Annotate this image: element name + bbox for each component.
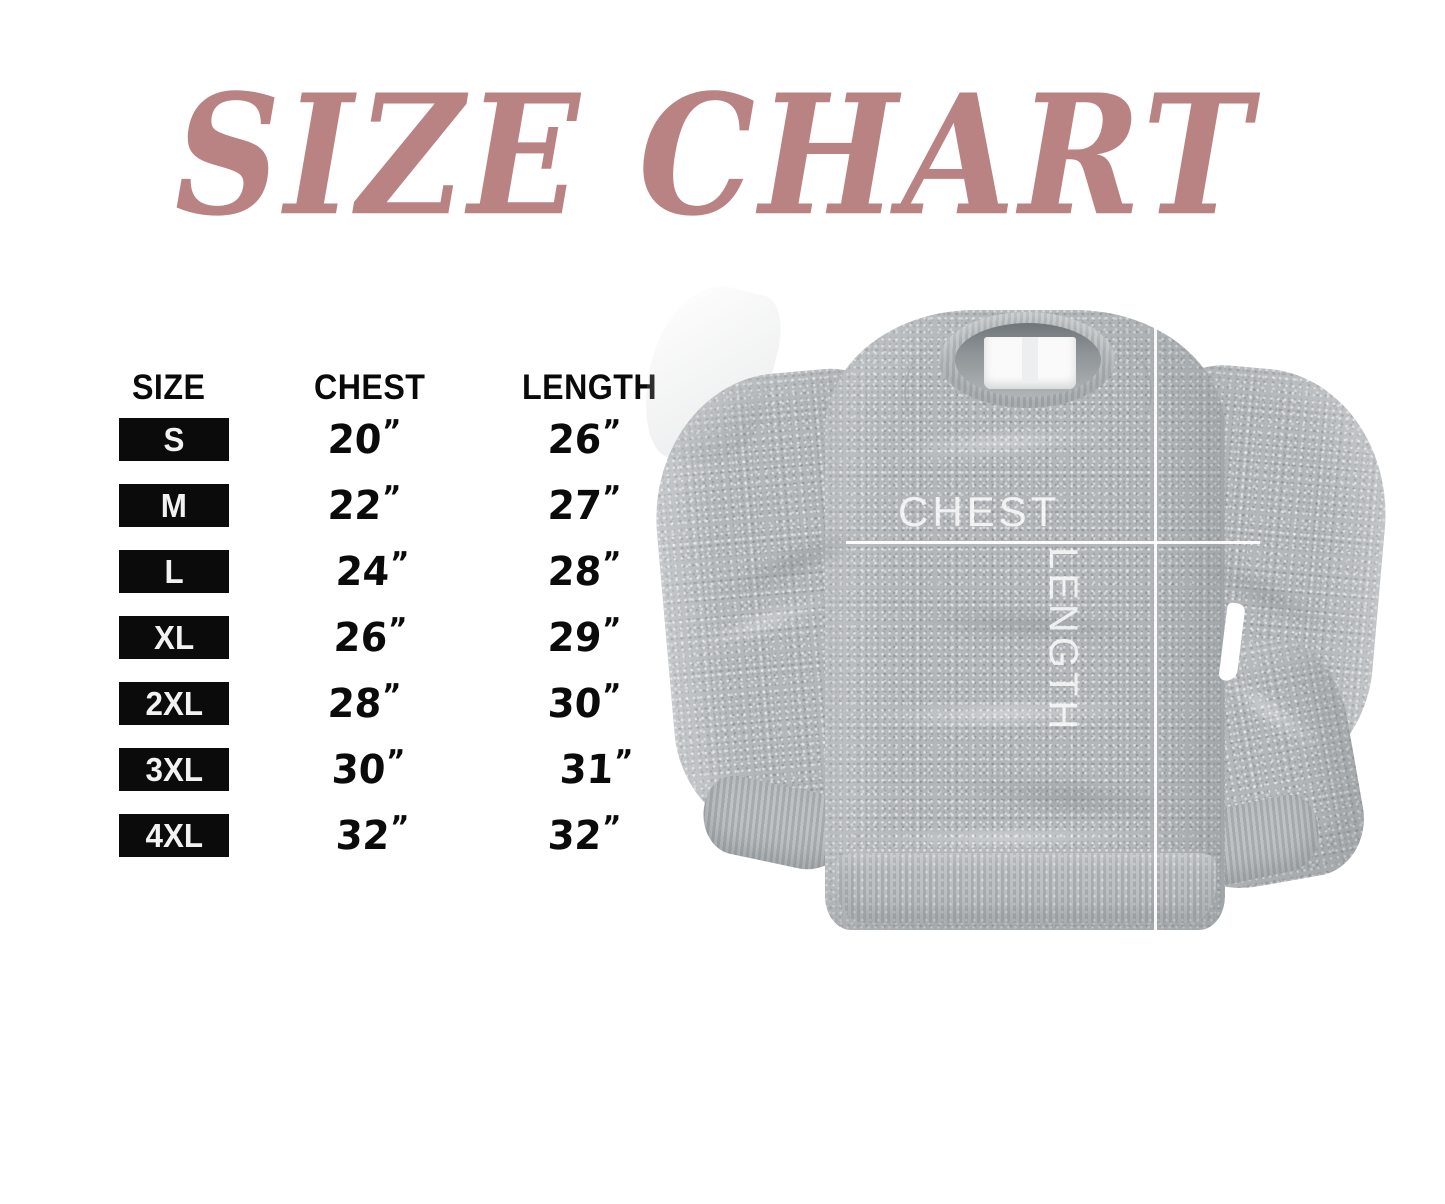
size-badge-label: S (163, 421, 185, 458)
size-badge-xl: XL (119, 616, 229, 659)
chest-value: 32” (334, 810, 409, 859)
size-badge-s: S (119, 418, 229, 461)
inch-mark: ” (380, 414, 401, 449)
table-row: 2XL 28” 30” (110, 678, 710, 748)
size-badge-label: 2XL (145, 685, 203, 722)
chest-value: 20” (326, 414, 401, 463)
inch-mark: ” (380, 480, 401, 515)
size-badge-label: M (160, 487, 188, 524)
chest-value: 22” (326, 480, 401, 529)
length-overlay-label: LENGTH (1041, 547, 1085, 734)
length-value: 31” (558, 744, 633, 793)
inch-mark: ” (600, 678, 621, 713)
inch-mark: ” (388, 546, 409, 581)
inch-mark: ” (384, 744, 405, 779)
length-value: 29” (546, 612, 621, 661)
length-value: 28” (546, 546, 621, 595)
length-value: 27” (546, 480, 621, 529)
inch-mark: ” (600, 810, 621, 845)
size-badge-4xl: 4XL (119, 814, 229, 857)
waistband-ribbing (836, 853, 1216, 923)
size-badge-label: L (164, 553, 184, 590)
size-badge-2xl: 2XL (119, 682, 229, 725)
size-badge-label: 3XL (145, 751, 203, 788)
chest-value: 24” (334, 546, 409, 595)
inch-mark: ” (600, 612, 621, 647)
size-badge-3xl: 3XL (119, 748, 229, 791)
inch-mark: ” (380, 678, 401, 713)
column-header-chest: CHEST (314, 368, 426, 407)
length-value: 32” (546, 810, 621, 859)
chest-overlay-label: CHEST (898, 488, 1061, 535)
chest-value: 26” (332, 612, 407, 661)
inch-mark: ” (600, 480, 621, 515)
table-row: 4XL 32” 32” (110, 810, 710, 880)
size-badge-m: M (119, 484, 229, 527)
inch-mark: ” (600, 546, 621, 581)
size-badge-label: 4XL (145, 817, 203, 854)
size-badge-label: XL (153, 619, 195, 656)
page-title: SIZE CHART (174, 57, 1256, 252)
length-value: 26” (546, 414, 621, 463)
column-header-size: SIZE (132, 368, 206, 407)
neck-tag-fold (1022, 337, 1038, 381)
table-row: 3XL 30” 31” (110, 744, 710, 814)
chest-value: 28” (326, 678, 401, 727)
length-value: 30” (546, 678, 621, 727)
chest-measure-line (846, 541, 1260, 544)
table-row: XL 26” 29” (110, 612, 710, 682)
sweatshirt-body (825, 310, 1225, 930)
inch-mark: ” (388, 810, 409, 845)
size-table: SIZE CHEST LENGTH S 20” 26” M 22” 27” L … (110, 368, 710, 880)
table-row: L 24” 28” (110, 546, 710, 616)
inch-mark: ” (612, 744, 633, 779)
sweatshirt-illustration: CHEST LENGTH (630, 273, 1398, 965)
table-row: S 20” 26” (110, 414, 710, 484)
inch-mark: ” (386, 612, 407, 647)
chest-value: 30” (330, 744, 405, 793)
table-header-row: SIZE CHEST LENGTH (110, 368, 710, 418)
size-badge-l: L (119, 550, 229, 593)
column-header-length: LENGTH (522, 368, 658, 407)
length-measure-line (1154, 323, 1157, 935)
table-row: M 22” 27” (110, 480, 710, 550)
inch-mark: ” (600, 414, 621, 449)
